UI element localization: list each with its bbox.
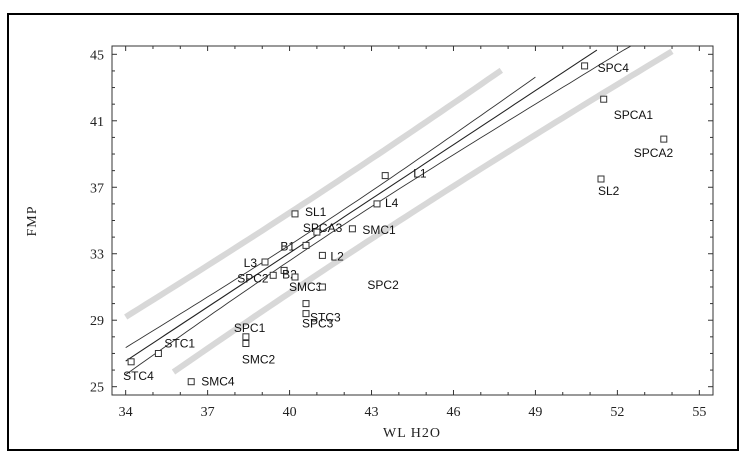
x-tick-label: 46: [446, 405, 460, 420]
axis-ticks: 34 37 40 43 46 49 52 55 25 29 33 37 41 45: [90, 46, 713, 420]
point-label: SPC4: [598, 61, 630, 75]
point-label: L3: [244, 256, 258, 270]
point-label: SMC4: [201, 375, 235, 389]
point-label: SPC2: [237, 271, 269, 285]
plot-area: [111, 45, 714, 396]
regression-bands: [124, 45, 674, 375]
x-tick-label: 49: [528, 405, 542, 420]
point-label: SPCA2: [634, 146, 674, 160]
point-label: STC4: [123, 369, 154, 383]
data-point: [187, 378, 195, 386]
data-point: [269, 271, 277, 279]
y-tick-label: 45: [90, 48, 104, 63]
data-point: [291, 210, 299, 218]
data-point: [280, 266, 288, 274]
data-point: [318, 283, 326, 291]
data-point: [313, 228, 321, 236]
data-point: [348, 225, 356, 233]
x-tick-label: 43: [365, 405, 379, 420]
data-point: [381, 172, 389, 180]
data-point: [581, 62, 589, 70]
x-tick-label: 40: [283, 405, 297, 420]
point-label: SPCA1: [614, 108, 654, 122]
point-label: L4: [385, 196, 399, 210]
confidence-band-upper: [125, 76, 536, 348]
outer-border: [7, 13, 739, 451]
x-tick-label: 34: [119, 405, 133, 420]
point-label: STC1: [164, 337, 195, 351]
data-point: [302, 310, 310, 318]
x-tick-label: 52: [610, 405, 624, 420]
prediction-band-lower: [171, 48, 674, 375]
data-point: [600, 95, 608, 103]
data-point: [373, 200, 381, 208]
x-axis-title: WL H2O: [383, 426, 441, 441]
data-point: [660, 135, 668, 143]
data-point: [154, 350, 162, 357]
data-point: [127, 358, 135, 366]
confidence-band-lower: [125, 45, 672, 375]
data-point: [302, 241, 310, 249]
point-label: SPC2: [367, 278, 399, 292]
data-point: [597, 175, 605, 183]
x-tick-label: 37: [201, 405, 215, 420]
point-label: SMC2: [242, 353, 276, 367]
y-tick-label: 37: [90, 181, 104, 196]
point-label: SPC3: [302, 317, 334, 331]
data-point: [291, 273, 299, 281]
data-point: [242, 340, 250, 347]
y-tick-label: 33: [90, 248, 104, 263]
point-label: B1: [280, 239, 295, 253]
data-point: [318, 251, 326, 259]
point-label: SL1: [305, 205, 327, 219]
point-label: STC3: [310, 311, 341, 325]
x-tick-label: 55: [692, 405, 706, 420]
data-point: [242, 333, 250, 341]
point-label: SMC1: [362, 223, 396, 237]
y-axis-title: FMP: [25, 205, 40, 236]
point-label: L1: [413, 167, 427, 181]
y-tick-label: 29: [90, 314, 104, 329]
point-label: SMC3: [289, 280, 323, 294]
point-label: SL2: [598, 184, 620, 198]
data-point: [261, 258, 269, 266]
point-label: L2: [330, 249, 344, 263]
y-tick-label: 41: [90, 115, 104, 130]
data-point: [302, 300, 310, 308]
y-tick-label: 25: [90, 381, 104, 396]
prediction-band-upper: [124, 67, 504, 320]
fit-line: [125, 49, 598, 362]
point-label: SPCA3: [303, 221, 343, 235]
point-label: SPC1: [234, 321, 266, 335]
